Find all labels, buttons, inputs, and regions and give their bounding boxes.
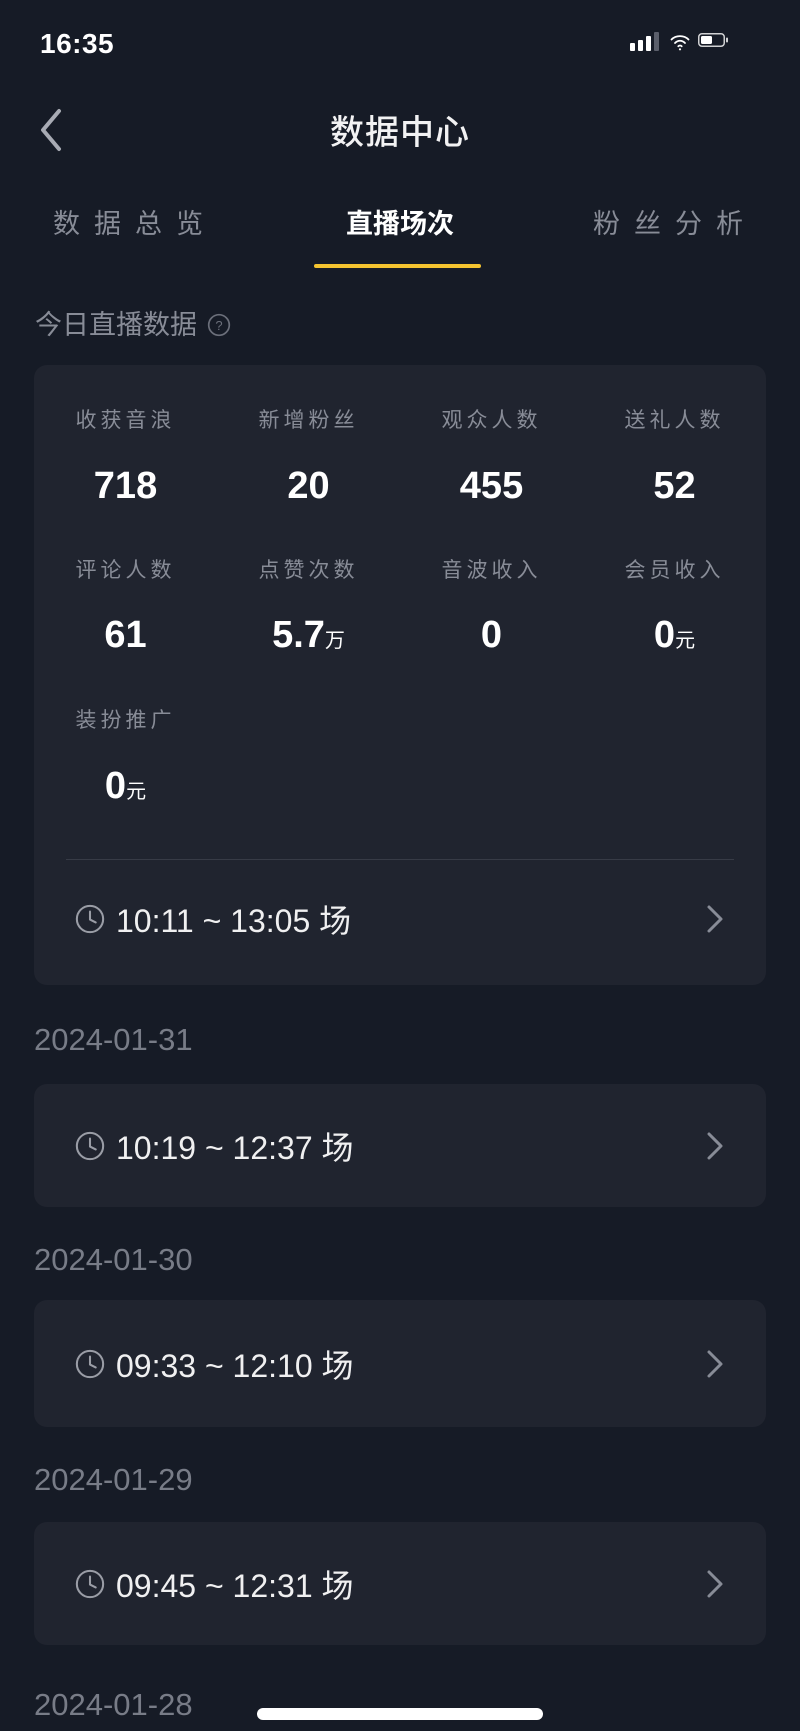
svg-text:?: ? xyxy=(215,318,222,333)
